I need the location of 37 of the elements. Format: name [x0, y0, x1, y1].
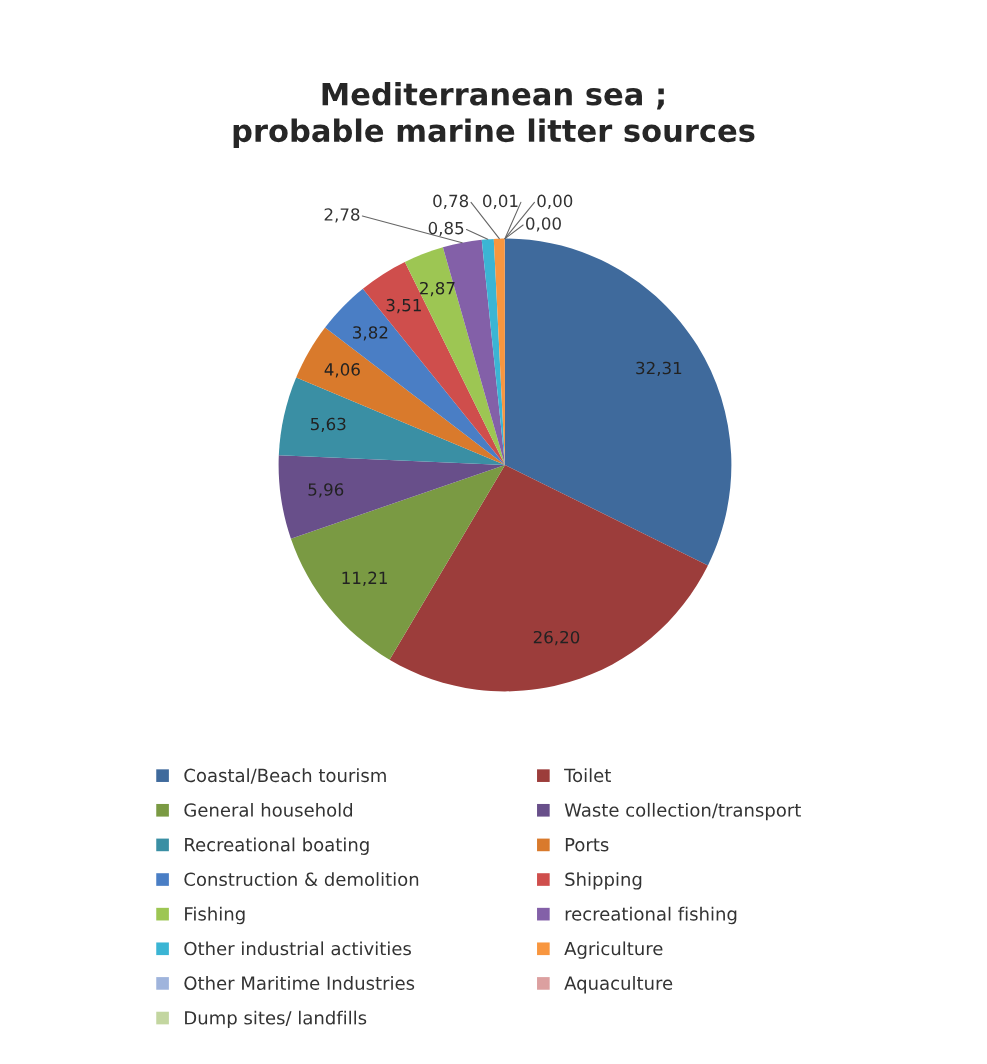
- pie-slice: [278, 377, 505, 465]
- data-label: 0,01: [483, 194, 518, 209]
- legend-label: Aquaculture: [564, 976, 673, 994]
- data-label: 5,96: [308, 483, 344, 498]
- data-label: 2,78: [324, 208, 360, 223]
- data-label: 11,21: [342, 571, 387, 586]
- legend-label: General household: [184, 802, 352, 817]
- legend-label: Other industrial activities: [184, 941, 411, 956]
- data-label: 0,78: [433, 194, 469, 209]
- data-label: 4,06: [324, 363, 360, 378]
- data-label: 3,82: [353, 326, 388, 341]
- legend-label: Agriculture: [564, 941, 663, 959]
- data-label: 5,63: [310, 417, 346, 432]
- legend-label: Toilet: [564, 768, 611, 783]
- data-label: 26,20: [533, 630, 580, 646]
- legend-label: Construction & demolition: [184, 872, 419, 887]
- legend-label: Coastal/Beach tourism: [184, 768, 386, 784]
- text: 0,00: [526, 217, 561, 232]
- pie-slice: [278, 455, 505, 539]
- data-label: 32,31: [636, 361, 682, 376]
- legend-label: Recreational boating: [185, 837, 369, 855]
- pie-slice: [389, 465, 708, 692]
- pie-slice: [505, 238, 732, 566]
- text: 0,00: [537, 194, 573, 209]
- chart-title: Mediterranean sea ; probable marine litter sources: [233, 81, 755, 149]
- data-label: 3,51: [386, 298, 421, 314]
- pie-slice: [290, 465, 505, 660]
- legend-label: Waste collection/transport: [564, 802, 801, 821]
- legend-label: recreational fishing: [565, 906, 737, 925]
- legend-label: Dump sites/ landfills: [185, 1010, 367, 1029]
- data-label: 2,87: [420, 281, 455, 297]
- legend-label: Ports: [565, 838, 609, 852]
- data-label: 0,85: [428, 221, 464, 237]
- legend-label: Other Maritime Industries: [184, 976, 415, 990]
- legend-label: Fishing: [185, 906, 245, 925]
- legend-label: Shipping: [565, 872, 642, 890]
- pie-slice: [296, 327, 505, 465]
